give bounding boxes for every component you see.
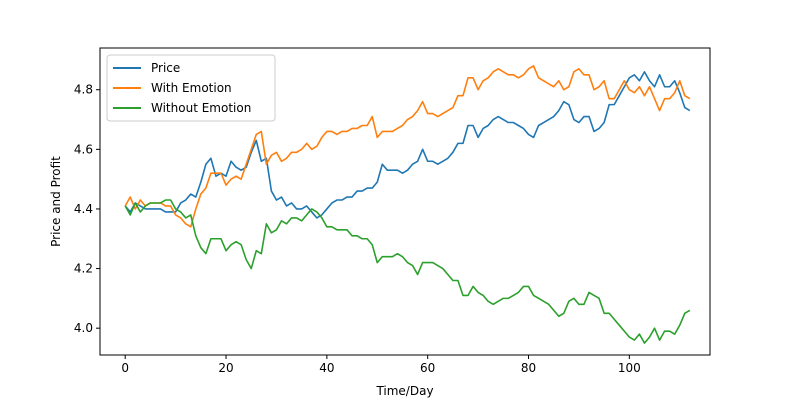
series-layer — [124, 65, 691, 344]
x-tick-label: 40 — [319, 361, 334, 375]
legend-entry-0: Price — [151, 61, 180, 75]
y-tick-label: 4.8 — [74, 83, 93, 97]
legend-box — [106, 54, 276, 122]
x-tick-label: 0 — [121, 361, 129, 375]
plot-area — [99, 47, 711, 356]
x-tick-label: 80 — [521, 361, 536, 375]
legend-entry-2: Without Emotion — [151, 101, 251, 115]
y-tick-label: 4.4 — [74, 202, 93, 216]
y-axis: 4.0 4.2 4.4 4.6 4.8 — [74, 83, 100, 335]
y-axis-label: Price and Profit — [49, 156, 63, 247]
axes-frame — [99, 47, 711, 356]
y-tick-label: 4.2 — [74, 262, 93, 276]
series-line-1 — [124, 65, 691, 228]
x-tick-label: 60 — [420, 361, 435, 375]
x-axis: 0 20 40 60 80 100 — [121, 355, 641, 375]
y-tick-label: 4.0 — [74, 321, 93, 335]
x-tick-label: 100 — [618, 361, 641, 375]
series-line-2 — [124, 199, 691, 344]
x-axis-label: Time/Day — [375, 384, 433, 398]
x-tick-label: 20 — [218, 361, 233, 375]
series-line-0 — [124, 71, 691, 219]
y-tick-label: 4.6 — [74, 142, 93, 156]
legend: Price With Emotion Without Emotion — [106, 54, 276, 122]
legend-entry-1: With Emotion — [151, 81, 232, 95]
